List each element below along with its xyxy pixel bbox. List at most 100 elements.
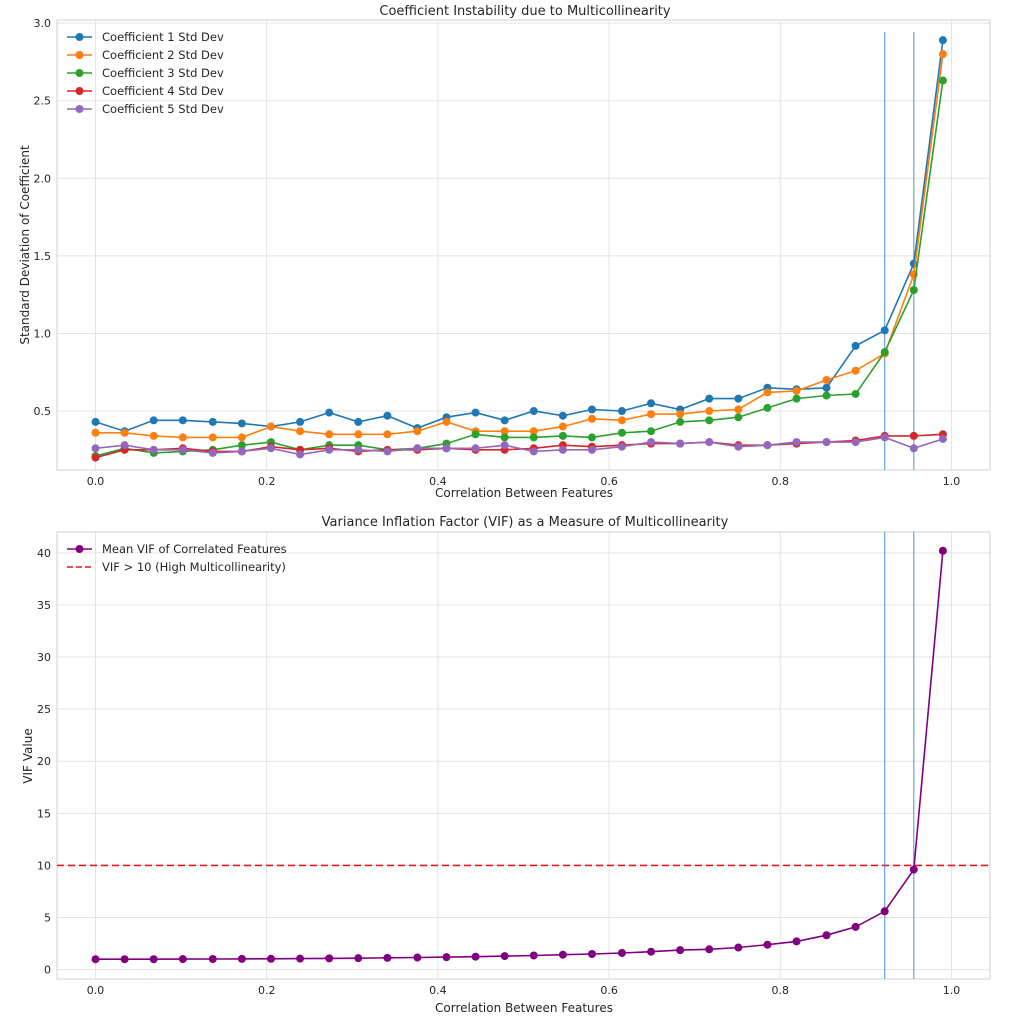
- data-point: [851, 922, 860, 931]
- data-point: [792, 438, 801, 447]
- plot-frame: [56, 531, 991, 980]
- y-tick-label: 10: [37, 859, 51, 872]
- data-point: [705, 416, 714, 425]
- data-point: [880, 326, 889, 335]
- data-point: [792, 394, 801, 403]
- y-tick-label: 1.5: [34, 250, 52, 263]
- series-1: [91, 546, 947, 964]
- y-tick-label: 15: [37, 807, 51, 820]
- data-point: [851, 389, 860, 398]
- data-point: [734, 413, 743, 422]
- data-point: [558, 950, 567, 959]
- legend-marker: [75, 69, 84, 77]
- y-axis-label: VIF Value: [21, 728, 35, 783]
- legend-item: Coefficient 4 Std Dev: [67, 84, 224, 98]
- data-point: [354, 445, 363, 454]
- data-point: [822, 391, 831, 400]
- data-point: [734, 405, 743, 414]
- data-point: [500, 952, 509, 961]
- y-tick-labels: 0 5 10 15 20 25 30 35 40: [37, 547, 51, 977]
- grid: [57, 20, 990, 470]
- data-point: [880, 348, 889, 357]
- data-point: [676, 417, 685, 426]
- data-point: [938, 546, 947, 555]
- legend: Mean VIF of Correlated Features VIF > 10 …: [67, 542, 287, 574]
- x-tick-label: 0.4: [429, 475, 447, 488]
- vertical-reference-lines: [884, 32, 915, 470]
- data-point: [354, 430, 363, 439]
- series-layer: [91, 546, 947, 964]
- x-axis-label: Correlation Between Features: [435, 1001, 613, 1015]
- data-point: [91, 444, 100, 453]
- data-point: [149, 416, 158, 425]
- data-point: [91, 417, 100, 426]
- data-point: [413, 444, 422, 453]
- data-point: [178, 955, 187, 964]
- y-tick-label: 5: [44, 912, 51, 925]
- data-point: [178, 445, 187, 454]
- data-point: [587, 433, 596, 442]
- data-point: [938, 76, 947, 85]
- data-point: [325, 954, 334, 963]
- data-point: [792, 386, 801, 395]
- data-point: [529, 407, 538, 416]
- data-point: [587, 949, 596, 958]
- x-tick-label: 0.4: [429, 984, 447, 997]
- legend: Coefficient 1 Std Dev Coefficient 2 Std D…: [67, 30, 224, 116]
- data-point: [383, 953, 392, 962]
- data-point: [266, 954, 275, 963]
- legend-item: Coefficient 2 Std Dev: [67, 48, 224, 62]
- y-tick-label: 2.0: [34, 172, 52, 185]
- data-point: [471, 444, 480, 453]
- legend-marker: [75, 545, 84, 553]
- data-point: [617, 416, 626, 425]
- data-point: [734, 943, 743, 952]
- data-point: [149, 955, 158, 964]
- x-tick-label: 0.8: [772, 475, 790, 488]
- data-point: [617, 407, 626, 416]
- x-tick-label: 1.0: [943, 984, 961, 997]
- data-point: [909, 286, 918, 294]
- data-point: [500, 433, 509, 442]
- data-point: [705, 394, 714, 403]
- x-tick-label: 0.8: [772, 984, 790, 997]
- data-point: [500, 416, 509, 425]
- legend-item: Coefficient 3 Std Dev: [67, 66, 224, 80]
- legend-label: Coefficient 5 Std Dev: [102, 102, 224, 116]
- data-point: [647, 438, 656, 447]
- legend-marker: [75, 33, 84, 41]
- data-point: [237, 433, 246, 442]
- x-tick-label: 0.0: [87, 475, 105, 488]
- data-point: [354, 954, 363, 963]
- data-point: [705, 945, 714, 954]
- y-tick-label: 40: [37, 547, 51, 560]
- data-point: [851, 366, 860, 375]
- y-tick-label: 1.0: [34, 327, 52, 340]
- data-point: [676, 439, 685, 448]
- data-point: [822, 438, 831, 447]
- data-point: [296, 954, 305, 963]
- data-point: [325, 408, 334, 417]
- data-point: [587, 414, 596, 423]
- vif-chart: Variance Inflation Factor (VIF) as a Mea…: [21, 515, 991, 1015]
- data-point: [471, 408, 480, 417]
- data-point: [880, 907, 889, 916]
- data-point: [647, 410, 656, 419]
- y-tick-label: 0: [44, 964, 51, 977]
- x-tick-label: 0.6: [600, 475, 618, 488]
- y-tick-labels: 0.5 1.0 1.5 2.0 2.5 3.0: [34, 17, 52, 418]
- data-point: [529, 951, 538, 960]
- data-point: [325, 445, 334, 454]
- data-point: [91, 955, 100, 964]
- x-tick-label: 0.2: [258, 475, 276, 488]
- series-line: [95, 80, 944, 457]
- legend-item: Coefficient 1 Std Dev: [67, 30, 224, 44]
- y-tick-label: 2.5: [34, 95, 52, 108]
- data-point: [208, 433, 217, 442]
- data-point: [647, 399, 656, 408]
- data-point: [500, 441, 509, 450]
- data-point: [647, 427, 656, 436]
- data-point: [763, 940, 772, 949]
- data-point: [587, 445, 596, 454]
- chart-title: Coefficient Instability due to Multicoll…: [379, 4, 671, 19]
